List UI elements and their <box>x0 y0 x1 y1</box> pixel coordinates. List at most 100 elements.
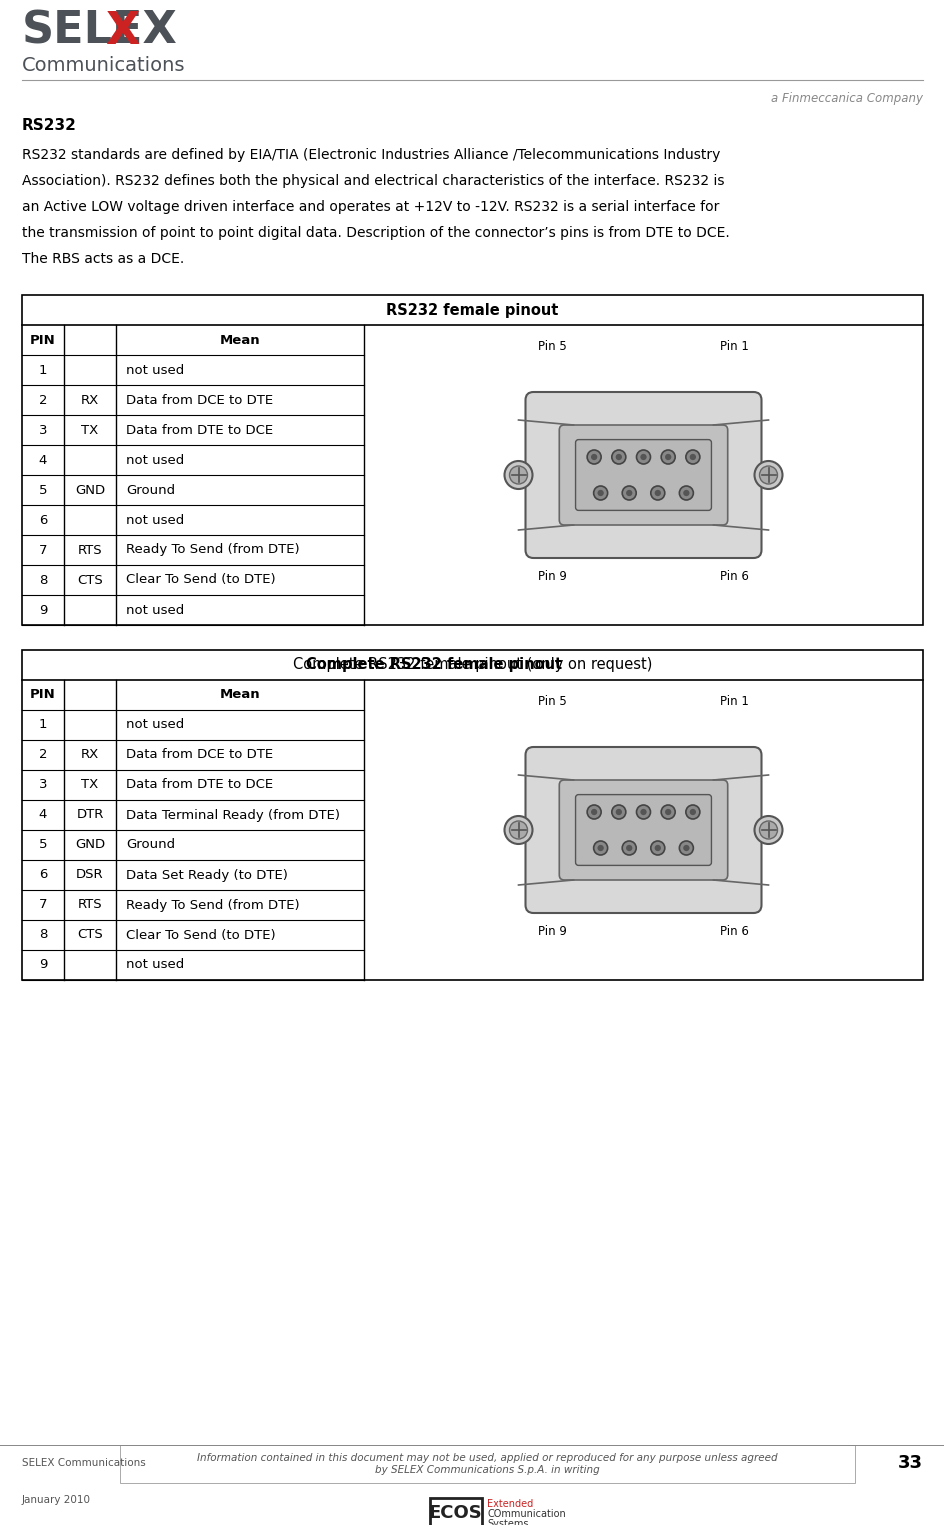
Text: 9: 9 <box>39 604 47 616</box>
Text: Communications: Communications <box>22 56 185 75</box>
Text: 7: 7 <box>39 543 47 557</box>
Text: Pin 1: Pin 1 <box>719 695 748 708</box>
Circle shape <box>640 454 646 461</box>
Text: 2: 2 <box>39 749 47 761</box>
Circle shape <box>654 490 660 496</box>
Circle shape <box>689 454 696 461</box>
Text: Clear To Send (to DTE): Clear To Send (to DTE) <box>126 573 276 587</box>
Circle shape <box>586 805 600 819</box>
Circle shape <box>590 808 597 816</box>
Circle shape <box>621 840 635 856</box>
Text: not used: not used <box>126 453 184 467</box>
Circle shape <box>504 816 531 843</box>
Text: not used: not used <box>126 363 184 377</box>
Circle shape <box>679 840 693 856</box>
FancyBboxPatch shape <box>525 747 761 913</box>
Text: DTR: DTR <box>76 808 104 822</box>
Circle shape <box>654 845 660 851</box>
Text: 2: 2 <box>39 393 47 407</box>
Text: Data from DTE to DCE: Data from DTE to DCE <box>126 424 273 436</box>
Text: TX: TX <box>81 778 98 791</box>
Bar <box>120 1446 854 1482</box>
Circle shape <box>685 450 700 464</box>
Text: 4: 4 <box>39 453 47 467</box>
Text: PIN: PIN <box>30 334 56 346</box>
Text: GND: GND <box>75 839 105 851</box>
FancyBboxPatch shape <box>525 392 761 558</box>
Text: The RBS acts as a DCE.: The RBS acts as a DCE. <box>22 252 184 265</box>
FancyBboxPatch shape <box>559 779 727 880</box>
Text: Mean: Mean <box>219 688 260 702</box>
Circle shape <box>683 490 689 496</box>
Circle shape <box>509 820 527 839</box>
Circle shape <box>759 820 777 839</box>
Circle shape <box>753 816 782 843</box>
Text: CTS: CTS <box>77 929 103 941</box>
Text: RTS: RTS <box>77 898 102 912</box>
Text: an Active LOW voltage driven interface and operates at +12V to -12V. RS232 is a : an Active LOW voltage driven interface a… <box>22 200 718 214</box>
Text: Pin 9: Pin 9 <box>538 570 566 583</box>
Text: 6: 6 <box>39 869 47 881</box>
Text: X: X <box>105 11 139 53</box>
Circle shape <box>650 486 664 500</box>
Bar <box>22 294 922 625</box>
Text: 8: 8 <box>39 573 47 587</box>
Text: Pin 6: Pin 6 <box>719 926 748 938</box>
Text: GND: GND <box>75 483 105 497</box>
Text: not used: not used <box>126 959 184 971</box>
Text: Complete RS232 female pinout (only on request): Complete RS232 female pinout (only on re… <box>293 657 651 673</box>
Text: RTS: RTS <box>77 543 102 557</box>
Text: Data Set Ready (to DTE): Data Set Ready (to DTE) <box>126 869 288 881</box>
Circle shape <box>590 454 597 461</box>
Text: Pin 5: Pin 5 <box>538 695 566 708</box>
Text: 1: 1 <box>39 363 47 377</box>
Text: RX: RX <box>81 749 99 761</box>
Circle shape <box>615 454 621 461</box>
Text: the transmission of point to point digital data. Description of the connector’s : the transmission of point to point digit… <box>22 226 729 239</box>
Circle shape <box>625 490 632 496</box>
Text: Data from DTE to DCE: Data from DTE to DCE <box>126 778 273 791</box>
Text: Pin 6: Pin 6 <box>719 570 748 583</box>
Text: COmmunication: COmmunication <box>487 1510 565 1519</box>
Text: 4: 4 <box>39 808 47 822</box>
Circle shape <box>661 805 674 819</box>
Bar <box>429 1498 481 1525</box>
Circle shape <box>504 461 531 490</box>
Text: Systems: Systems <box>487 1519 529 1525</box>
Text: Pin 5: Pin 5 <box>538 340 566 352</box>
Circle shape <box>665 808 670 816</box>
Circle shape <box>640 808 646 816</box>
Text: SELEX Communications: SELEX Communications <box>22 1458 145 1469</box>
Circle shape <box>621 486 635 500</box>
Text: 7: 7 <box>39 898 47 912</box>
Text: Complete RS232 female pinout: Complete RS232 female pinout <box>306 657 562 673</box>
Circle shape <box>586 450 600 464</box>
Text: Ready To Send (from DTE): Ready To Send (from DTE) <box>126 898 299 912</box>
Text: TX: TX <box>81 424 98 436</box>
FancyBboxPatch shape <box>575 439 711 511</box>
Text: Pin 9: Pin 9 <box>538 926 566 938</box>
Circle shape <box>636 450 649 464</box>
Circle shape <box>753 461 782 490</box>
Text: RS232: RS232 <box>22 117 76 133</box>
Text: 5: 5 <box>39 839 47 851</box>
Circle shape <box>661 450 674 464</box>
Text: 33: 33 <box>897 1453 922 1472</box>
Text: 8: 8 <box>39 929 47 941</box>
Text: Mean: Mean <box>219 334 260 346</box>
Text: ECOS: ECOS <box>429 1504 481 1522</box>
Circle shape <box>636 805 649 819</box>
Text: PIN: PIN <box>30 688 56 702</box>
Circle shape <box>593 840 607 856</box>
Bar <box>22 650 922 981</box>
Text: Clear To Send (to DTE): Clear To Send (to DTE) <box>126 929 276 941</box>
Text: January 2010: January 2010 <box>22 1494 91 1505</box>
Circle shape <box>615 808 621 816</box>
Circle shape <box>593 486 607 500</box>
Text: 3: 3 <box>39 778 47 791</box>
Circle shape <box>611 450 625 464</box>
Circle shape <box>625 845 632 851</box>
Text: DSR: DSR <box>76 869 104 881</box>
Text: Data Terminal Ready (from DTE): Data Terminal Ready (from DTE) <box>126 808 340 822</box>
Text: 9: 9 <box>39 959 47 971</box>
